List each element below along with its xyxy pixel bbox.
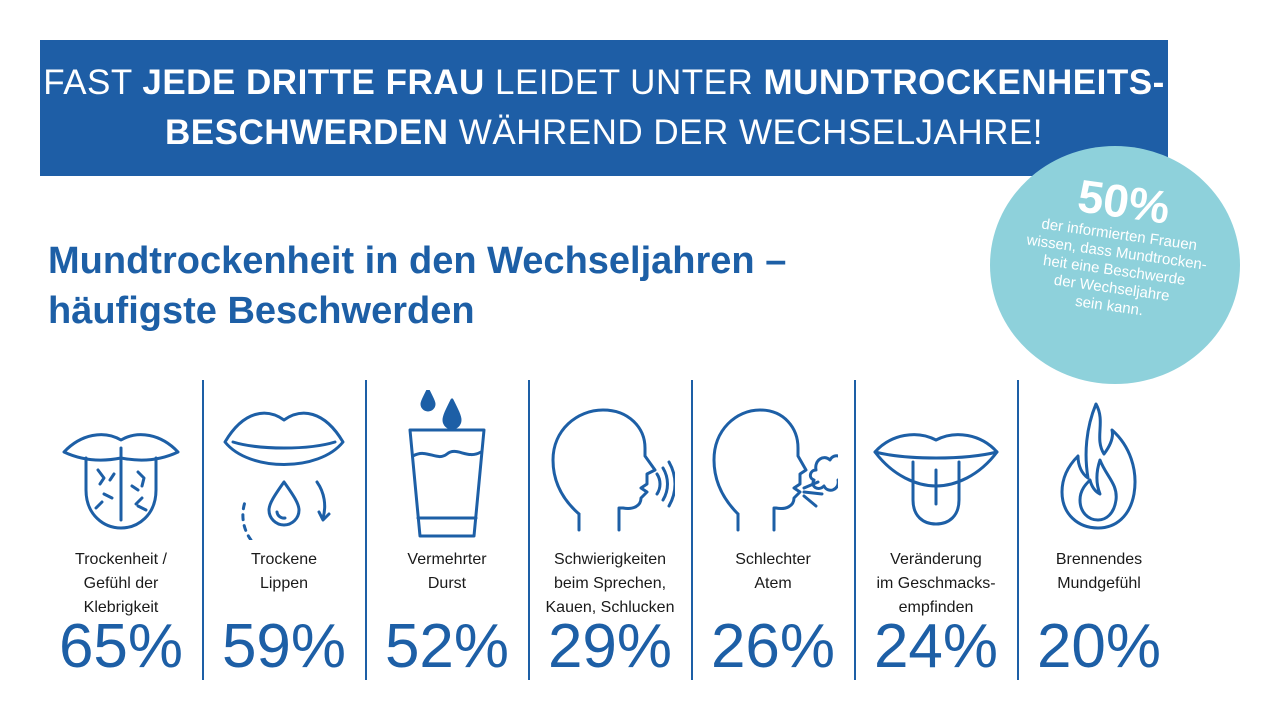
symptom-percentage: 29% [547, 612, 673, 681]
symptom-label-line: Brennendes [1055, 551, 1143, 568]
symptom-label-line: empfinden [898, 599, 974, 616]
symptom-percentage: 59% [221, 612, 347, 681]
banner-text-bold: BESCHWERDEN [164, 113, 449, 152]
lips-icon [219, 390, 349, 542]
symptom-percentage: 52% [384, 612, 510, 681]
symptom-label-line: im Geschmacks- [876, 575, 996, 592]
column-divider [1017, 380, 1019, 680]
column-divider [528, 380, 530, 680]
symptom-column: Brennendes Mundgefühl 20% [1018, 380, 1180, 680]
chart-title-line-2: häufigste Beschwerden [48, 290, 475, 332]
column-divider [691, 380, 693, 680]
symptom-label-line: Trockenheit / [75, 551, 167, 568]
symptom-columns: Trockenheit / Gefühl der Klebrigkeit 65% Tro… [40, 380, 1180, 680]
banner-text: LEIDET UNTER [484, 63, 764, 102]
chart-title: Mundtrockenheit in den Wechseljahren – h… [48, 236, 948, 336]
symptom-label-line: Durst [427, 575, 467, 592]
speaking-head-icon [545, 390, 677, 540]
symptom-label: Schlechter Atem [692, 548, 854, 596]
symptom-label-line: Mundgefühl [1057, 575, 1141, 592]
symptom-column: Schlechter Atem 26% [692, 380, 854, 680]
symptom-label-line: beim Sprechen, [553, 575, 667, 592]
breath-head-icon [708, 390, 848, 540]
symptom-label-line: Atem [754, 575, 792, 592]
symptom-percentage: 24% [873, 612, 999, 681]
banner-line-1: FAST JEDE DRITTE FRAU LEIDET UNTER MUNDT… [43, 58, 1164, 108]
banner-text-bold: MUNDTROCKENHEITS- [763, 63, 1165, 102]
symptom-label: Veränderung im Geschmacks-empfinden [855, 548, 1017, 620]
symptom-label-line: Gefühl der [83, 575, 159, 592]
symptom-label-line: Lippen [259, 575, 309, 592]
symptom-label: Trockene Lippen [203, 548, 365, 596]
symptom-column: Trockenheit / Gefühl der Klebrigkeit 65% [40, 380, 202, 680]
chart-title-line-1: Mundtrockenheit in den Wechseljahren – [48, 240, 787, 282]
banner-line-2: BESCHWERDEN WÄHREND DER WECHSELJAHRE! [165, 108, 1043, 158]
symptom-label-line: Trockene [250, 551, 318, 568]
column-divider [854, 380, 856, 680]
symptom-label-line: Schwierigkeiten [553, 551, 667, 568]
banner-text: FAST [43, 63, 143, 102]
flame-icon [1034, 390, 1164, 540]
banner-text: WÄHREND DER WECHSELJAHRE! [448, 113, 1044, 152]
headline-banner: FAST JEDE DRITTE FRAU LEIDET UNTER MUNDT… [40, 40, 1168, 176]
symptom-column: Schwierigkeiten beim Sprechen, Kauen, Schl… [529, 380, 691, 680]
symptom-label: Schwierigkeiten beim Sprechen, Kauen, Schl… [529, 548, 691, 620]
symptom-label: Vermehrter Durst [366, 548, 528, 596]
symptom-column: Trockene Lippen 59% [203, 380, 365, 680]
symptom-label-line: Veränderung [890, 551, 982, 568]
open-mouth-icon [871, 390, 1001, 540]
symptom-percentage: 20% [1036, 612, 1162, 681]
column-divider [202, 380, 204, 680]
tongue-icon [56, 390, 186, 540]
symptom-label-line: Vermehrter [407, 551, 487, 568]
symptom-label: Brennendes Mundgefühl [1018, 548, 1180, 596]
symptom-percentage: 26% [710, 612, 836, 681]
symptom-label-line: Kauen, Schlucken [545, 599, 675, 616]
symptom-column: Vermehrter Durst 52% [366, 380, 528, 680]
banner-text-bold: JEDE DRITTE FRAU [142, 63, 485, 102]
symptom-column: Veränderung im Geschmacks-empfinden 24% [855, 380, 1017, 680]
symptom-label: Trockenheit / Gefühl der Klebrigkeit [40, 548, 202, 620]
column-divider [365, 380, 367, 680]
stat-badge: 50% der informierten Frauen wissen, dass… [990, 146, 1240, 384]
stat-badge-text: der informierten Frauen wissen, dass Mun… [1009, 212, 1220, 329]
symptom-label-line: Schlechter [735, 551, 811, 568]
symptom-percentage: 65% [58, 612, 184, 681]
water-glass-icon [382, 388, 512, 540]
symptom-label-line: Klebrigkeit [83, 599, 159, 616]
